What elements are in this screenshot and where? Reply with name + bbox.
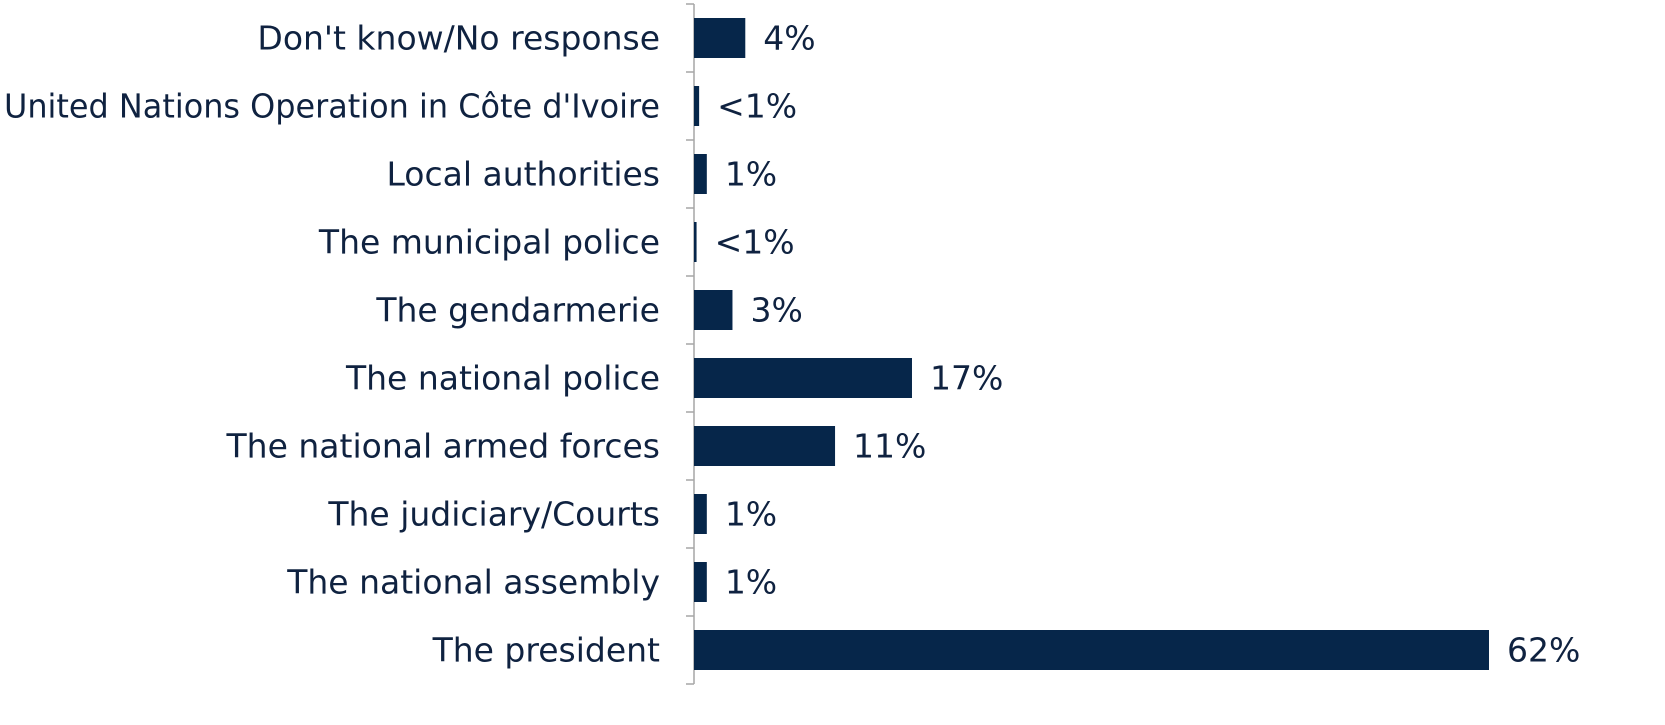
category-label: The municipal police [318, 223, 660, 262]
value-labels: 4% <1% 1% <1% 3% 17%11% 1% 1% 62% [715, 19, 1581, 670]
category-label: Local authorities [386, 155, 660, 194]
value-label: 1% [725, 563, 777, 602]
bar [694, 86, 700, 126]
value-label: 17% [930, 359, 1003, 398]
value-label: <1% [715, 223, 795, 262]
category-axis [686, 3, 695, 685]
value-label: 3% [750, 291, 802, 330]
category-label: Don't know/No response [257, 19, 660, 58]
category-label: United Nations Operation in Côte d'Ivoir… [4, 87, 660, 126]
value-label: 11% [853, 427, 926, 466]
bar [694, 494, 707, 534]
bar [694, 18, 746, 58]
bar [694, 426, 836, 466]
category-label: The gendarmerie [375, 291, 660, 330]
category-label: The national police [345, 359, 660, 398]
category-label: The national armed forces [226, 427, 660, 466]
category-label: The judiciary/Courts [327, 495, 660, 534]
bar [694, 562, 707, 602]
value-label: <1% [717, 87, 797, 126]
category-label: The president [432, 631, 660, 670]
bar [694, 630, 1489, 670]
value-label: 1% [725, 495, 777, 534]
category-labels: Don't know/No response United Nations Ope… [4, 19, 660, 670]
value-label: 62% [1507, 631, 1580, 670]
bar [694, 154, 707, 194]
value-label: 1% [725, 155, 777, 194]
bars [694, 18, 1489, 670]
category-label: The national assembly [286, 563, 660, 602]
bar [694, 290, 733, 330]
value-label: 4% [763, 19, 815, 58]
bar [694, 358, 912, 398]
bar [694, 222, 697, 262]
